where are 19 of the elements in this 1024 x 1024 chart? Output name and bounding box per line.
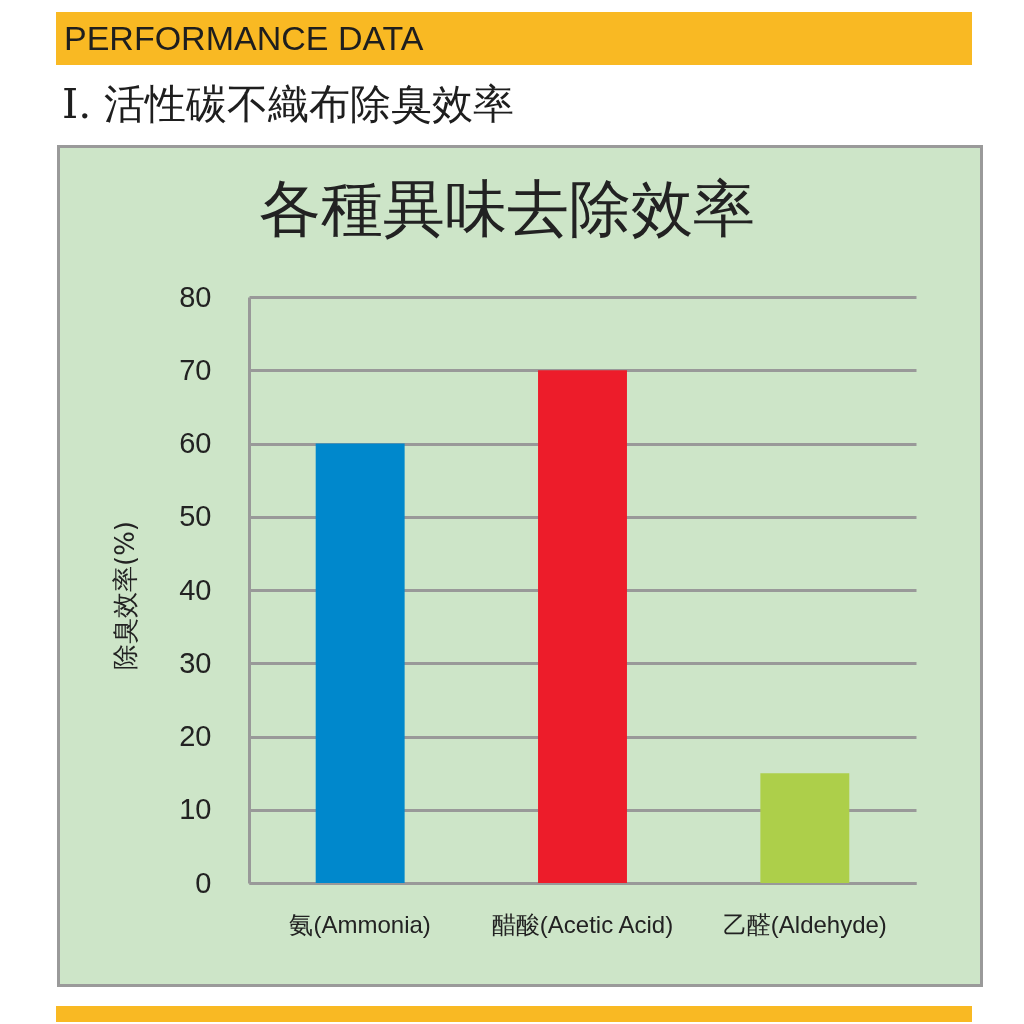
y-tick-label: 60 xyxy=(179,427,212,459)
x-tick-label: 乙醛(Aldehyde) xyxy=(722,910,887,938)
chart-title: 各種異味去除效率 xyxy=(258,172,755,245)
bar xyxy=(538,370,627,883)
bar xyxy=(315,443,405,883)
y-tick-label: 30 xyxy=(179,646,212,679)
y-tick-label: 70 xyxy=(179,353,212,386)
y-tick-label: 80 xyxy=(179,280,212,313)
y-tick-label: 0 xyxy=(195,866,212,899)
x-tick-label: 氨(Ammonia) xyxy=(289,910,431,938)
header-band: PERFORMANCE DATA xyxy=(56,12,972,65)
y-tick-label: 50 xyxy=(179,500,212,533)
y-axis-title: 除臭效率(%) xyxy=(109,521,140,670)
text: I. 活性碳不織布除臭效率 xyxy=(62,80,515,128)
y-tick-label: 20 xyxy=(179,720,212,752)
bar xyxy=(760,773,850,883)
x-tick-label: 醋酸(Acetic Acid) xyxy=(491,910,674,938)
y-tick-label: 10 xyxy=(179,793,212,826)
y-tick-label: 40 xyxy=(179,573,212,606)
